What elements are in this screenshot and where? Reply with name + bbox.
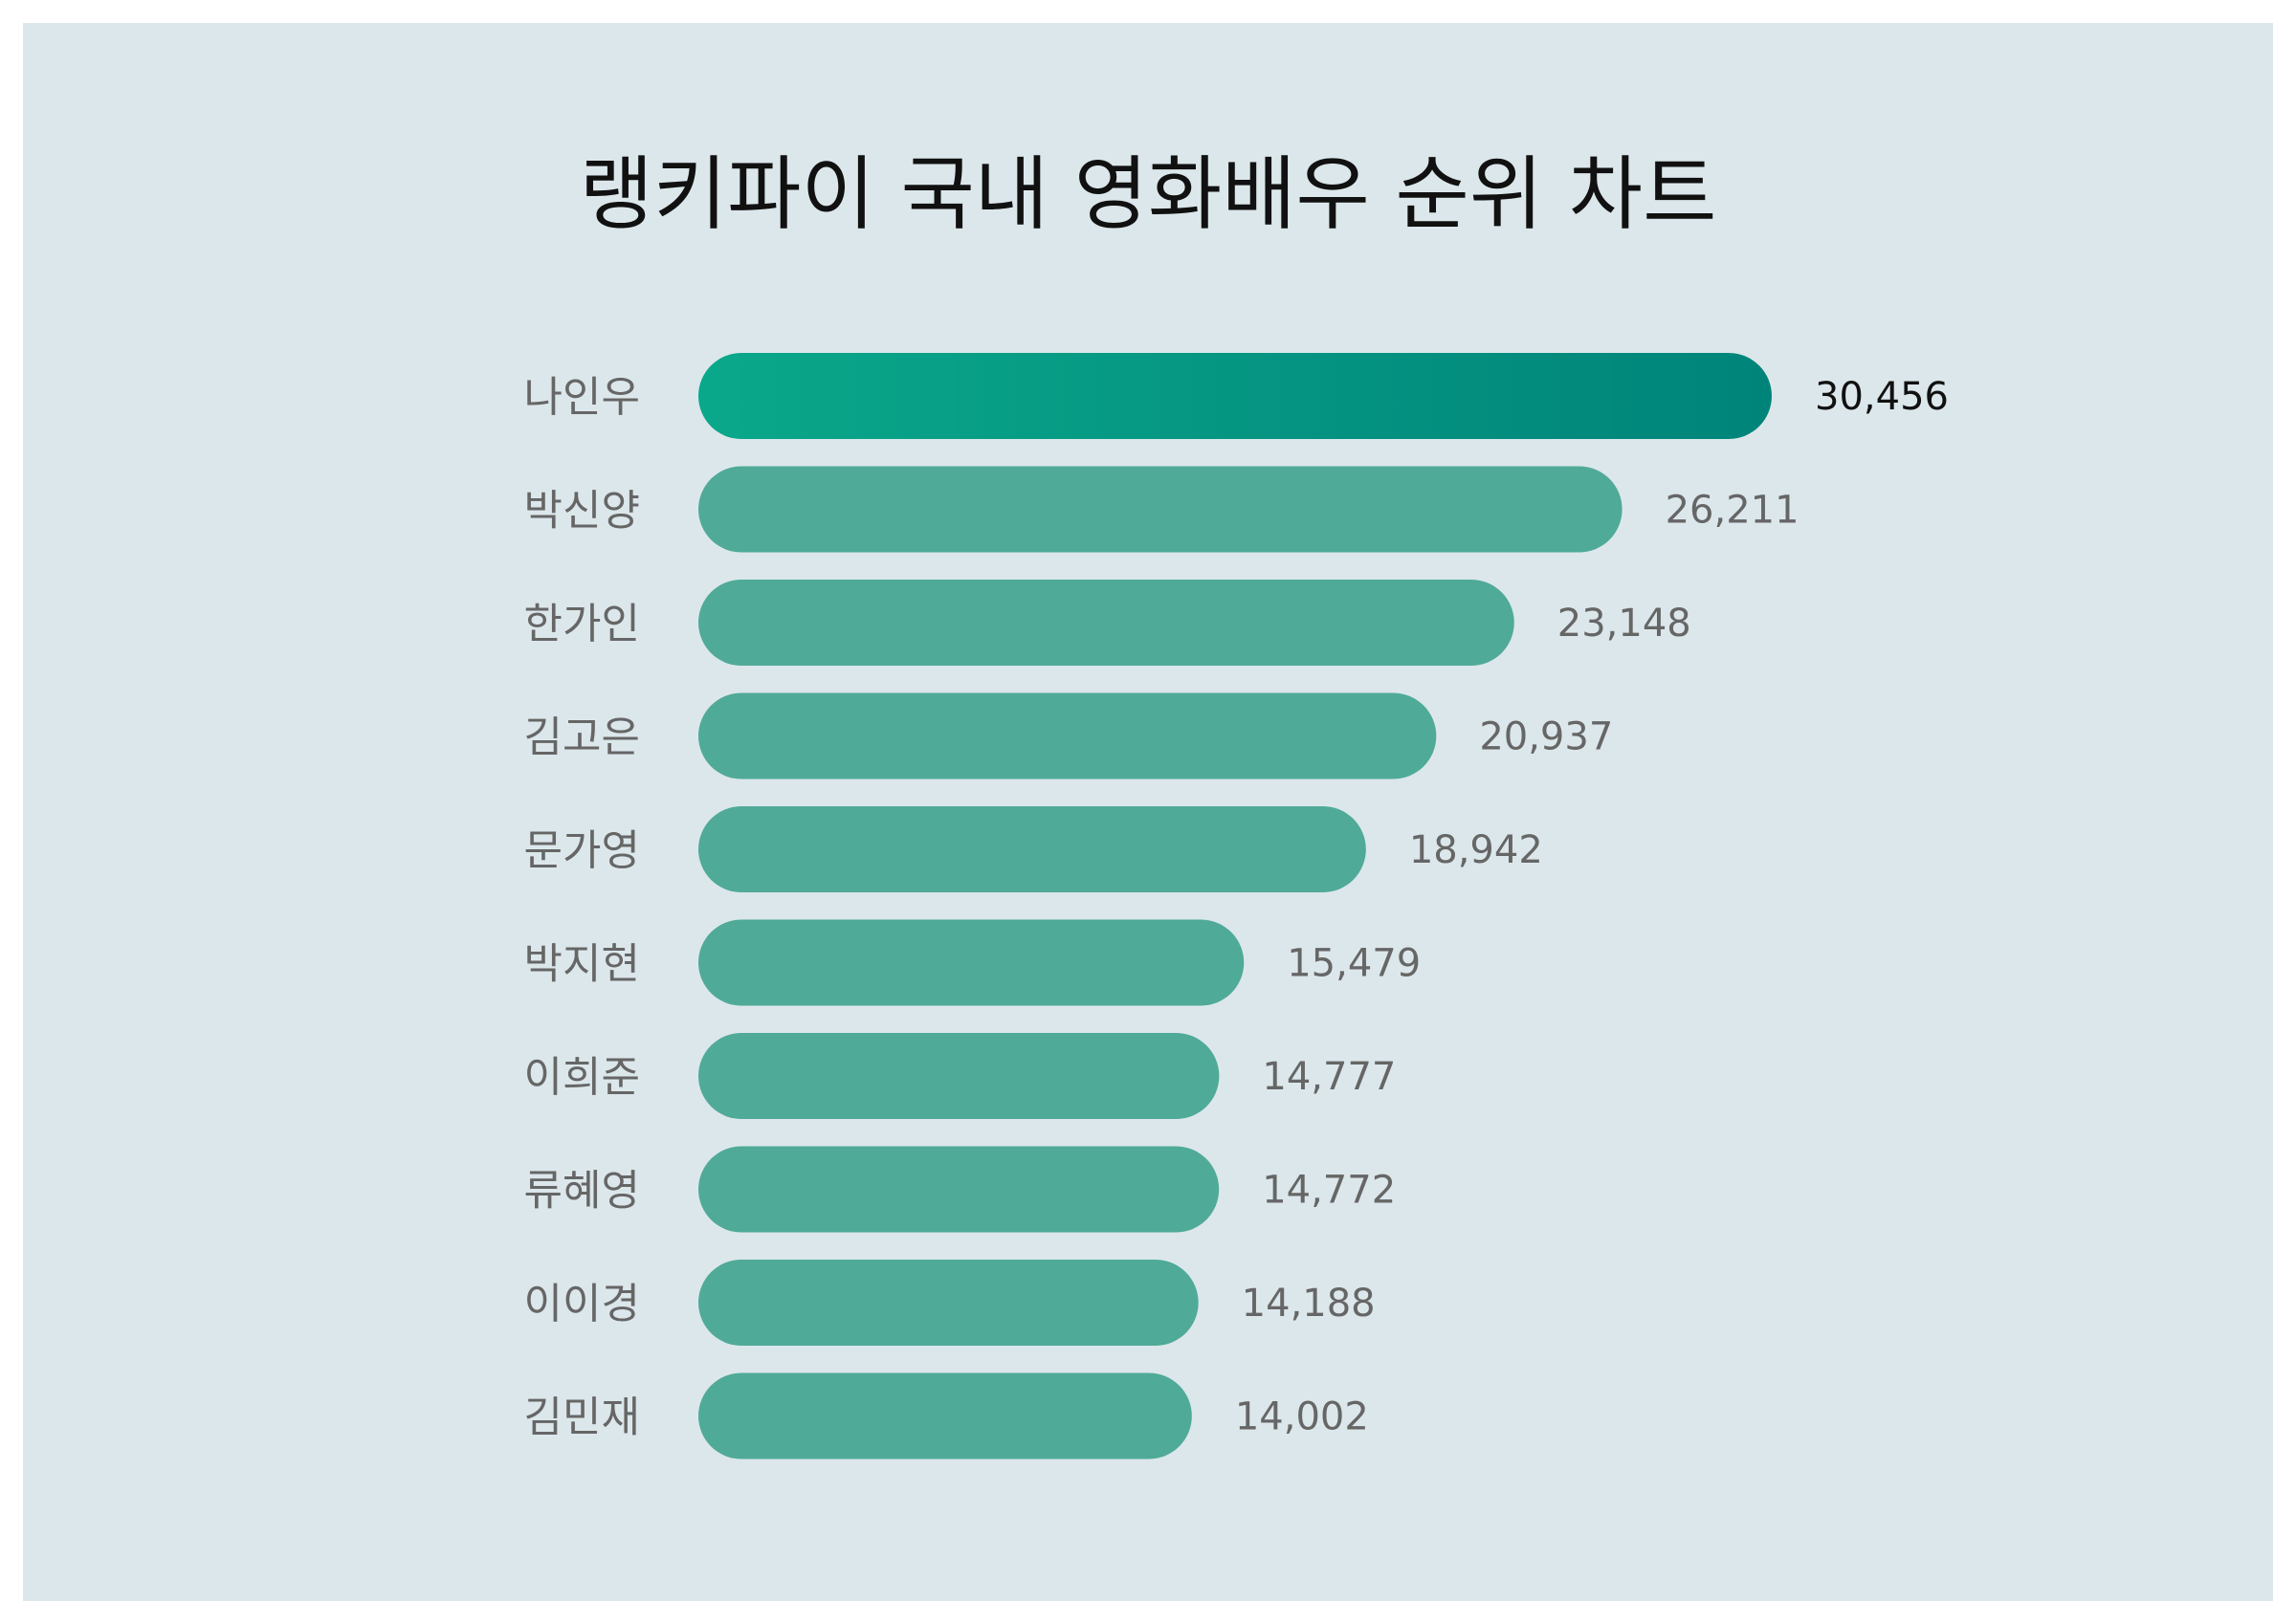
bar (698, 580, 1514, 666)
bar (698, 692, 1437, 779)
category-label: 김고은 (524, 713, 640, 762)
chart-container: 랭키파이 국내 영화배우 순위 차트 나인우 30,456 박신양 26,211 한가인… (23, 23, 2273, 1601)
bar (698, 1372, 1192, 1459)
value-label: 30,456 (1815, 375, 1949, 419)
category-label: 이이경 (524, 1280, 640, 1328)
bar (698, 1260, 1199, 1346)
bar-top-rank (698, 353, 1772, 439)
category-label: 문가영 (524, 826, 640, 875)
value-label: 14,002 (1235, 1395, 1369, 1439)
value-label: 14,188 (1242, 1282, 1376, 1326)
bar (698, 1033, 1220, 1119)
bar-chart: 랭키파이 국내 영화배우 순위 차트 나인우 30,456 박신양 26,211 한가인… (23, 23, 2273, 1601)
category-label: 한가인 (524, 600, 640, 648)
value-label: 20,937 (1479, 715, 1613, 759)
bar (698, 1146, 1220, 1233)
value-label: 18,942 (1409, 828, 1543, 872)
value-label: 14,772 (1262, 1169, 1396, 1213)
value-label: 23,148 (1557, 602, 1691, 646)
category-label: 나인우 (524, 373, 640, 422)
category-label: 박지현 (524, 940, 640, 989)
bar (698, 919, 1245, 1006)
chart-title: 랭키파이 국내 영화배우 순위 차트 (580, 147, 1717, 241)
value-label: 14,777 (1262, 1055, 1396, 1099)
category-label: 박신양 (524, 487, 640, 536)
bar (698, 466, 1623, 553)
category-label: 류혜영 (524, 1167, 640, 1216)
bars-layer: 나인우 30,456 박신양 26,211 한가인 23,148 김고은 20,937 문가영 1… (524, 353, 1949, 1459)
value-label: 26,211 (1666, 489, 1799, 533)
bar (698, 806, 1366, 892)
category-label: 이희준 (524, 1053, 640, 1102)
category-label: 김민재 (524, 1394, 640, 1442)
value-label: 15,479 (1287, 942, 1421, 986)
